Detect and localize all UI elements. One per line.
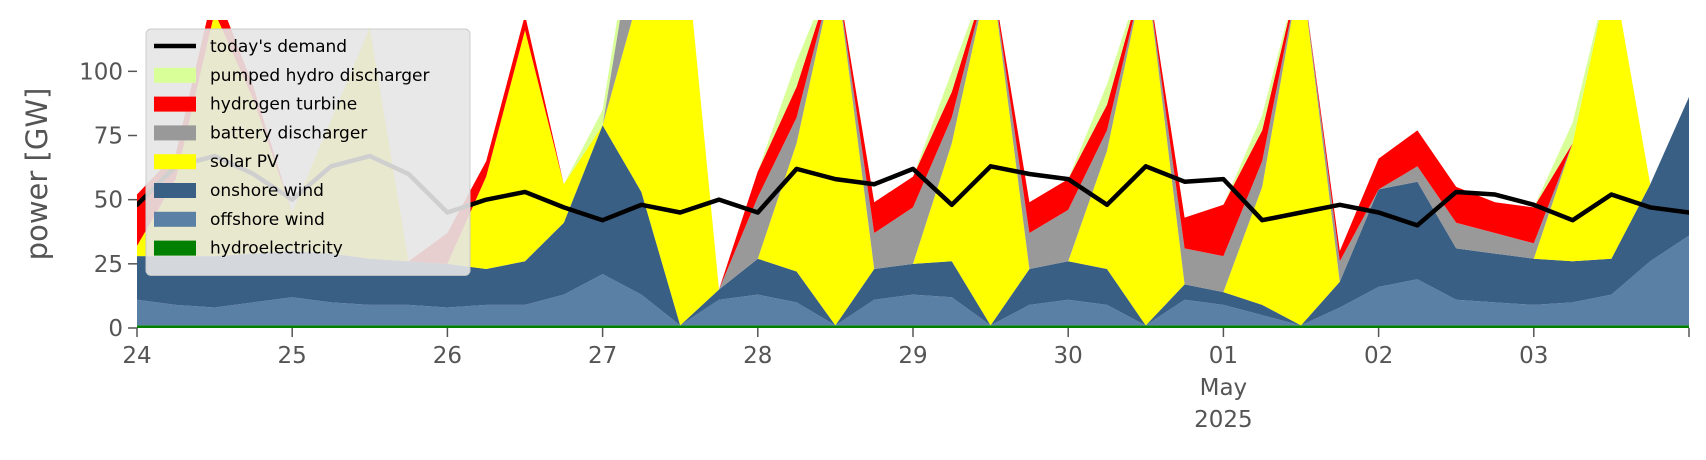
- area-solar-pv: [137, 20, 1689, 326]
- area-battery-discharger: [137, 20, 1689, 293]
- area-offshore-wind: [137, 235, 1689, 326]
- area-hydroelectricity: [137, 325, 1689, 328]
- legend-swatch-onshore-wind: [154, 183, 196, 198]
- legend-label-hydrogen-turbine: hydrogen turbine: [210, 95, 357, 115]
- legend-swatch-solar-pv: [154, 154, 196, 170]
- axes: 0 25 50 75 100 24 25 26 27 28 29 30 01 02 03 May 2025: [79, 59, 1690, 433]
- legend-label-solar-pv: solar PV: [210, 152, 279, 172]
- legend-swatch-hydroelectricity: [154, 240, 196, 256]
- x-tick-label: 27: [588, 343, 617, 369]
- x-tick-label: 29: [898, 343, 927, 369]
- legend-swatch-pumped-hydro-discharger: [154, 67, 196, 83]
- legend-label-offshore-wind: offshore wind: [210, 210, 325, 230]
- y-tick-label: 100: [79, 59, 123, 85]
- legend-label-today-s-demand: today's demand: [210, 37, 347, 57]
- legend-label-onshore-wind: onshore wind: [210, 181, 324, 201]
- legend-box: [145, 28, 471, 276]
- x-tick-label: 28: [743, 343, 772, 369]
- x-tick-sublabel: 2025: [1194, 407, 1253, 433]
- y-tick-label: 75: [94, 124, 123, 150]
- x-tick-label: 02: [1364, 343, 1393, 369]
- y-tick-label: 50: [94, 188, 123, 214]
- legend: today's demand pumped hydro discharger hyd…: [145, 28, 471, 276]
- x-tick-label: 03: [1519, 343, 1548, 369]
- y-tick-label: 25: [94, 252, 123, 278]
- x-tick-label: 24: [122, 343, 151, 369]
- y-axis-title: power [GW]: [20, 88, 54, 261]
- stacked-areas: [137, 20, 1689, 328]
- legend-label-battery-discharger: battery discharger: [210, 123, 367, 143]
- y-tick-label: 0: [108, 316, 123, 342]
- legend-swatch-offshore-wind: [154, 211, 196, 227]
- x-tick-label: 26: [433, 343, 462, 369]
- legend-swatch-hydrogen-turbine: [154, 96, 196, 112]
- legend-label-pumped-hydro-discharger: pumped hydro discharger: [210, 66, 429, 86]
- area-onshore-wind: [137, 97, 1689, 326]
- x-tick-label: 01: [1209, 343, 1238, 369]
- x-tick-sublabel: May: [1200, 375, 1248, 401]
- legend-label-hydroelectricity: hydroelectricity: [210, 239, 343, 259]
- legend-swatch-battery-discharger: [154, 125, 196, 141]
- x-tick-label: 30: [1054, 343, 1083, 369]
- x-tick-label: 25: [278, 343, 307, 369]
